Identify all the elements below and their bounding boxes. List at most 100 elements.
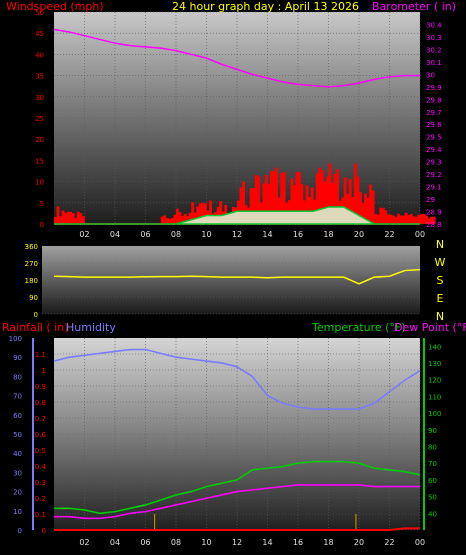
temperature-tick-label: 40 [428, 510, 437, 518]
wind-bar [74, 217, 78, 224]
temperature-tick-label: 90 [428, 427, 437, 435]
humidity-legend: Humidity [66, 321, 116, 334]
humidity-tick-label: 60 [13, 412, 22, 420]
windspeed-tick-label: 40 [35, 51, 44, 59]
barometer-tick-label: 29 [426, 196, 435, 204]
x-tick-label: 06 [140, 538, 150, 547]
barometer-tick-label: 28.8 [426, 221, 442, 229]
barometer-tick-label: 29.9 [426, 84, 442, 92]
direction-tick-label: 270 [25, 260, 38, 268]
wind-bar [203, 203, 207, 224]
wind-bar [165, 218, 169, 224]
wind-bar [381, 207, 385, 224]
wind-bar [219, 201, 223, 224]
wind-bar [348, 179, 352, 224]
wind-bar [300, 184, 304, 224]
wind-bar [295, 172, 299, 224]
rainfall-tick-label: 0.6 [35, 431, 47, 439]
x-tick-label: 16 [293, 538, 303, 547]
compass-label: W [435, 256, 446, 269]
wind-bar [209, 200, 212, 224]
compass-label: N [436, 310, 444, 323]
wind-bar [308, 196, 312, 224]
direction-tick-label: 90 [29, 294, 38, 302]
wind-bar [56, 206, 60, 224]
x-tick-label: 22 [384, 230, 394, 239]
windspeed-tick-label: 45 [35, 30, 44, 38]
wind-bar [323, 181, 327, 224]
wind-bar [371, 190, 375, 224]
wind-bar [336, 169, 339, 224]
wind-bar [407, 215, 411, 224]
x-tick-label: 20 [354, 230, 364, 239]
direction-line [53, 268, 421, 285]
x-tick-label: 22 [384, 538, 394, 547]
wind-bar [310, 187, 314, 224]
wind-bar [430, 216, 434, 224]
rainfall-tick-label: 1.1 [35, 351, 46, 359]
wind-bar [252, 188, 256, 224]
wind-bar [318, 167, 322, 224]
direction-tick-label: 180 [25, 277, 38, 285]
wind-bar [201, 202, 205, 224]
wind-bar [394, 217, 398, 224]
rainfall-tick-label: 1 [42, 367, 46, 375]
x-tick-label: 10 [201, 538, 211, 547]
wind-bar [351, 197, 355, 224]
x-tick-label: 12 [232, 538, 242, 547]
x-tick-label: 00 [415, 538, 425, 547]
x-tick-label: 02 [79, 230, 89, 239]
barometer-tick-label: 29.8 [426, 96, 442, 104]
direction-series [53, 268, 421, 285]
dewpoint-line [54, 484, 420, 520]
wind-bar [389, 214, 393, 224]
x-tick-label: 14 [262, 538, 272, 547]
wind-bar [333, 173, 337, 224]
barometer-tick-label: 30.4 [426, 21, 442, 29]
wind-bar [292, 185, 296, 224]
windspeed-tick-label: 0 [40, 221, 44, 229]
humidity-tick-label: 50 [13, 431, 22, 439]
humidity-tick-label: 40 [13, 450, 22, 458]
wind-bar [198, 203, 202, 224]
wind-bar [328, 163, 332, 224]
windspeed-tick-label: 30 [35, 94, 44, 102]
wind-bar [76, 211, 80, 224]
windspeed-tick-label: 20 [35, 136, 44, 144]
barometer-tick-label: 29.3 [426, 159, 442, 167]
windspeed-tick-label: 15 [35, 157, 44, 165]
direction-grid [42, 245, 420, 315]
chart-title: 24 hour graph day : April 13 2026 [172, 0, 359, 13]
wind-bar [392, 215, 395, 224]
barometer-tick-label: 30.2 [426, 46, 442, 54]
windspeed-tick-label: 25 [35, 115, 44, 123]
humidity-tick-label: 100 [9, 335, 22, 343]
wind-bar [320, 170, 324, 224]
rainfall-tick-label: 0.7 [35, 415, 46, 423]
wind-bar [275, 167, 278, 224]
wind-bar [422, 213, 426, 224]
wind-bar [173, 214, 177, 224]
windspeed-tick-label: 35 [35, 73, 44, 81]
wind-bar [420, 214, 423, 224]
x-tick-label: 08 [171, 230, 181, 239]
wind-bar [81, 215, 85, 224]
wind-bar [325, 176, 329, 224]
wind-bar [305, 185, 309, 224]
wind-bar [262, 183, 266, 224]
wind-bar [163, 215, 167, 224]
compass-label: N [436, 238, 444, 251]
wind-bar [267, 183, 271, 224]
wind-bar [168, 219, 172, 224]
windspeed-tick-label: 5 [40, 200, 44, 208]
rainfall-tick-label: 0.5 [35, 447, 46, 455]
wind-bar [249, 188, 253, 224]
x-tick-label: 02 [79, 538, 89, 547]
compass-label: E [437, 292, 444, 305]
temperature-tick-label: 140 [428, 343, 441, 351]
wind-bar [331, 182, 334, 224]
barometer-tick-label: 30.3 [426, 34, 442, 42]
wind-bar [270, 171, 273, 224]
barometer-tick-label: 29.4 [426, 146, 442, 154]
